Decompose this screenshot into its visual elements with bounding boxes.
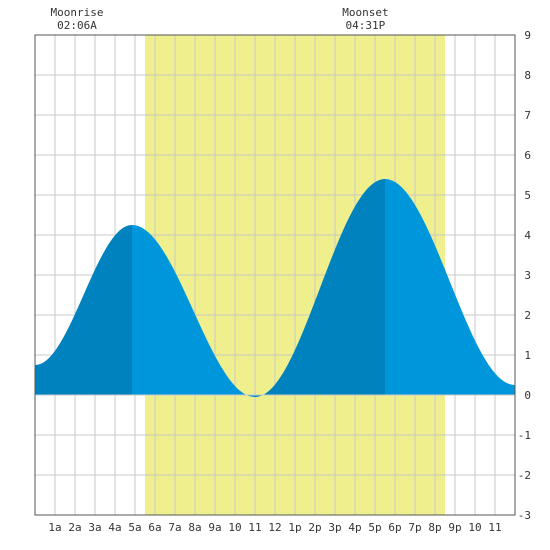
x-tick-label: 3a [88, 521, 101, 534]
rising-tide-area [35, 225, 132, 395]
y-tick-label: 4 [524, 229, 531, 242]
x-tick-label: 1p [288, 521, 301, 534]
x-tick-label: 6a [148, 521, 161, 534]
y-tick-label: 8 [524, 69, 531, 82]
moonrise-annotation: Moonrise 02:06A [51, 6, 104, 32]
x-tick-label: 5a [128, 521, 141, 534]
y-axis-labels: -3 -2 -1 0 1 2 3 4 5 6 7 8 9 [518, 29, 532, 522]
falling-tide-area [132, 225, 255, 397]
moonset-label: Moonset [342, 6, 388, 19]
x-tick-label: 10 [228, 521, 241, 534]
y-tick-label: -1 [518, 429, 531, 442]
moonset-time: 04:31P [346, 19, 386, 32]
x-tick-label: 7p [408, 521, 421, 534]
y-tick-label: 7 [524, 109, 531, 122]
x-tick-label: 8a [188, 521, 201, 534]
x-tick-label: 2p [308, 521, 321, 534]
x-tick-label: 10 [468, 521, 481, 534]
x-tick-label: 8p [428, 521, 441, 534]
y-tick-label: 9 [524, 29, 531, 42]
y-tick-label: -2 [518, 469, 531, 482]
moonrise-label: Moonrise [51, 6, 104, 19]
y-tick-label: -3 [518, 509, 531, 522]
x-tick-label: 6p [388, 521, 401, 534]
x-tick-label: 7a [168, 521, 181, 534]
x-tick-label: 9p [448, 521, 461, 534]
y-tick-label: 5 [524, 189, 531, 202]
x-tick-label: 4p [348, 521, 361, 534]
x-tick-label: 3p [328, 521, 341, 534]
x-tick-label: 11 [248, 521, 261, 534]
x-axis-labels: 1a 2a 3a 4a 5a 6a 7a 8a 9a 10 11 12 1p 2p 3p 4p 5p 6p 7p 8p… [48, 521, 501, 534]
plot-frame [34, 34, 516, 516]
y-tick-label: 3 [524, 269, 531, 282]
y-tick-label: 1 [524, 349, 531, 362]
x-tick-label: 5p [368, 521, 381, 534]
x-tick-label: 12 [268, 521, 281, 534]
falling-tide-area [385, 179, 515, 395]
y-tick-label: 6 [524, 149, 531, 162]
y-tick-label: 0 [524, 389, 531, 402]
y-tick-label: 2 [524, 309, 531, 322]
x-tick-label: 4a [108, 521, 121, 534]
x-tick-label: 2a [68, 521, 81, 534]
moonrise-time: 02:06A [57, 19, 97, 32]
moonset-annotation: Moonset 04:31P [342, 6, 388, 32]
tide-area [35, 179, 515, 397]
rising-tide-area [255, 179, 385, 397]
x-tick-label: 11 [488, 521, 501, 534]
x-tick-label: 9a [208, 521, 221, 534]
x-tick-label: 1a [48, 521, 61, 534]
